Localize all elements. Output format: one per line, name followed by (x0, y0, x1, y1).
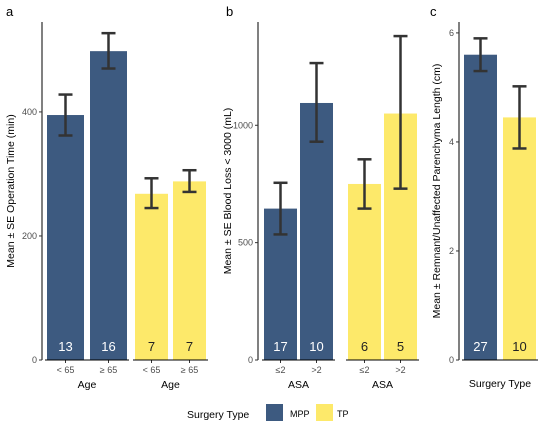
y-tick-label: 0 (449, 355, 454, 365)
bar-count-label: 5 (397, 339, 404, 354)
legend-label-mpp: MPP (290, 409, 310, 419)
x-tick-label: ≥ 65 (181, 365, 198, 375)
x-tick-label: ≤2 (276, 365, 286, 375)
panel-label: a (6, 4, 14, 19)
y-tick-label: 1000 (233, 120, 253, 130)
bar (503, 117, 536, 360)
bar (90, 51, 127, 361)
bar (300, 102, 333, 361)
legend-label-tp: TP (337, 409, 349, 419)
x-axis-title: ASA (372, 379, 393, 391)
bar-count-label: 7 (148, 339, 155, 354)
x-tick-label: ≥ 65 (100, 365, 117, 375)
x-tick-label: >2 (395, 365, 405, 375)
bar-count-label: 16 (101, 339, 115, 354)
bar-count-label: 6 (361, 339, 368, 354)
x-axis-title: Age (78, 379, 97, 391)
bar (464, 54, 497, 360)
y-axis-title: Mean ± SE Operation Time (min) (5, 114, 17, 267)
y-tick-label: 6 (449, 28, 454, 38)
y-tick-label: 0 (248, 355, 253, 365)
panel-label: c (430, 4, 437, 19)
x-tick-label: >2 (311, 365, 321, 375)
y-tick-label: 200 (22, 231, 37, 241)
bar (47, 115, 84, 360)
x-tick-label: < 65 (143, 365, 161, 375)
x-tick-label: < 65 (57, 365, 75, 375)
y-tick-label: 2 (449, 246, 454, 256)
bar (135, 193, 168, 360)
y-tick-label: 400 (22, 107, 37, 117)
bar-count-label: 7 (186, 339, 193, 354)
bar-count-label: 10 (512, 339, 526, 354)
bar-count-label: 13 (58, 339, 72, 354)
y-axis-title: Mean ± SE Blood Loss < 3000 (mL) (222, 108, 234, 275)
legend-swatch-mpp (266, 404, 283, 421)
bar-count-label: 17 (273, 339, 287, 354)
y-tick-label: 500 (238, 238, 253, 248)
bar (173, 181, 206, 360)
legend-title: Surgery Type (187, 409, 249, 421)
legend-swatch-tp (316, 404, 333, 421)
bar-count-label: 10 (309, 339, 323, 354)
bar-count-label: 27 (473, 339, 487, 354)
x-tick-label: ≤2 (360, 365, 370, 375)
y-axis-title: Mean ± Remnant/Unaffected Parenchyma Len… (431, 64, 443, 319)
x-axis-title: Surgery Type (469, 378, 531, 390)
bar (348, 183, 381, 360)
x-axis-title: Age (161, 379, 180, 391)
y-tick-label: 4 (449, 137, 454, 147)
x-axis-title: ASA (288, 379, 309, 391)
y-tick-label: 0 (32, 355, 37, 365)
panel-label: b (226, 4, 233, 19)
